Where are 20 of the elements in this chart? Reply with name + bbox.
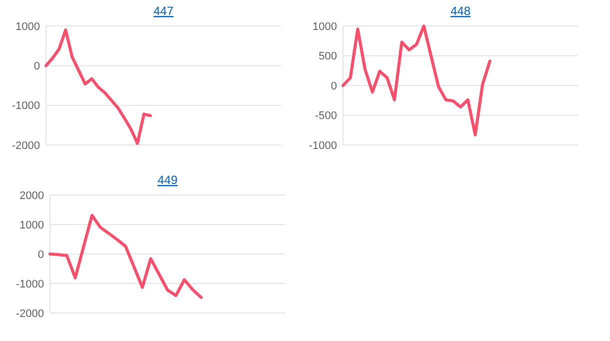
y-tick-label: 1000: [20, 219, 44, 232]
y-tick-label: 2000: [20, 190, 44, 202]
y-tick-label: 500: [318, 50, 337, 63]
y-tick-label: -1000: [16, 278, 44, 290]
y-tick-label: 1000: [16, 20, 40, 33]
y-tick-label: -1000: [12, 100, 40, 112]
chart-title: 447: [153, 4, 174, 18]
chart-title: 449: [157, 173, 178, 187]
line-series: [44, 28, 152, 145]
line-series: [342, 24, 492, 136]
y-tick-label: 0: [330, 80, 337, 92]
y-tick-label: -500: [314, 110, 337, 122]
y-tick-label: 0: [34, 60, 40, 73]
line-series: [48, 214, 203, 299]
y-tick-label: -1000: [308, 140, 337, 152]
y-tick-label: -2000: [16, 308, 44, 320]
y-tick-label: 0: [38, 248, 44, 261]
chart-title: 448: [450, 4, 471, 18]
y-tick-label: 1000: [312, 20, 337, 33]
y-tick-label: -2000: [12, 140, 40, 152]
